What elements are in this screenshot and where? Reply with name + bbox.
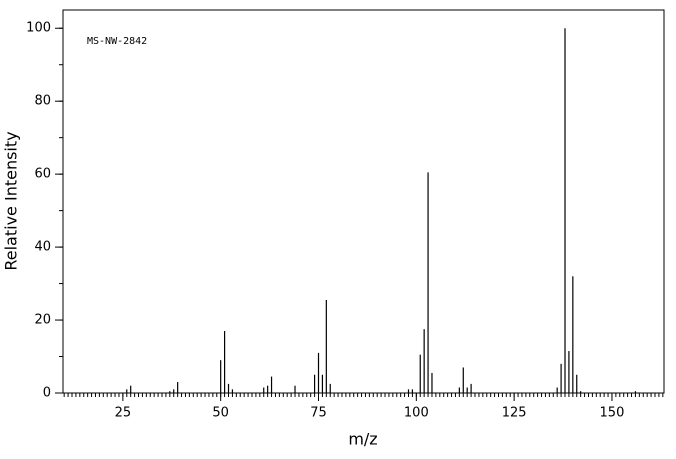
x-tick-label: 150 bbox=[600, 406, 625, 421]
y-tick-label: 80 bbox=[34, 94, 51, 109]
x-tick-label: 100 bbox=[404, 406, 429, 421]
y-tick-label: 20 bbox=[34, 313, 51, 328]
x-axis-label: m/z bbox=[348, 430, 377, 449]
annotation: MS-NW-2842 bbox=[87, 36, 147, 47]
x-tick-label: 25 bbox=[115, 406, 132, 421]
x-tick-label: 125 bbox=[502, 406, 527, 421]
y-tick-label: 60 bbox=[34, 167, 51, 182]
y-tick-label: 40 bbox=[34, 240, 51, 255]
x-tick-label: 50 bbox=[212, 406, 229, 421]
x-tick-label: 75 bbox=[310, 406, 327, 421]
y-tick-label: 0 bbox=[43, 386, 51, 401]
plot-frame bbox=[62, 9, 665, 394]
y-tick-label: 100 bbox=[26, 21, 51, 36]
y-axis-label: Relative Intensity bbox=[2, 131, 21, 270]
